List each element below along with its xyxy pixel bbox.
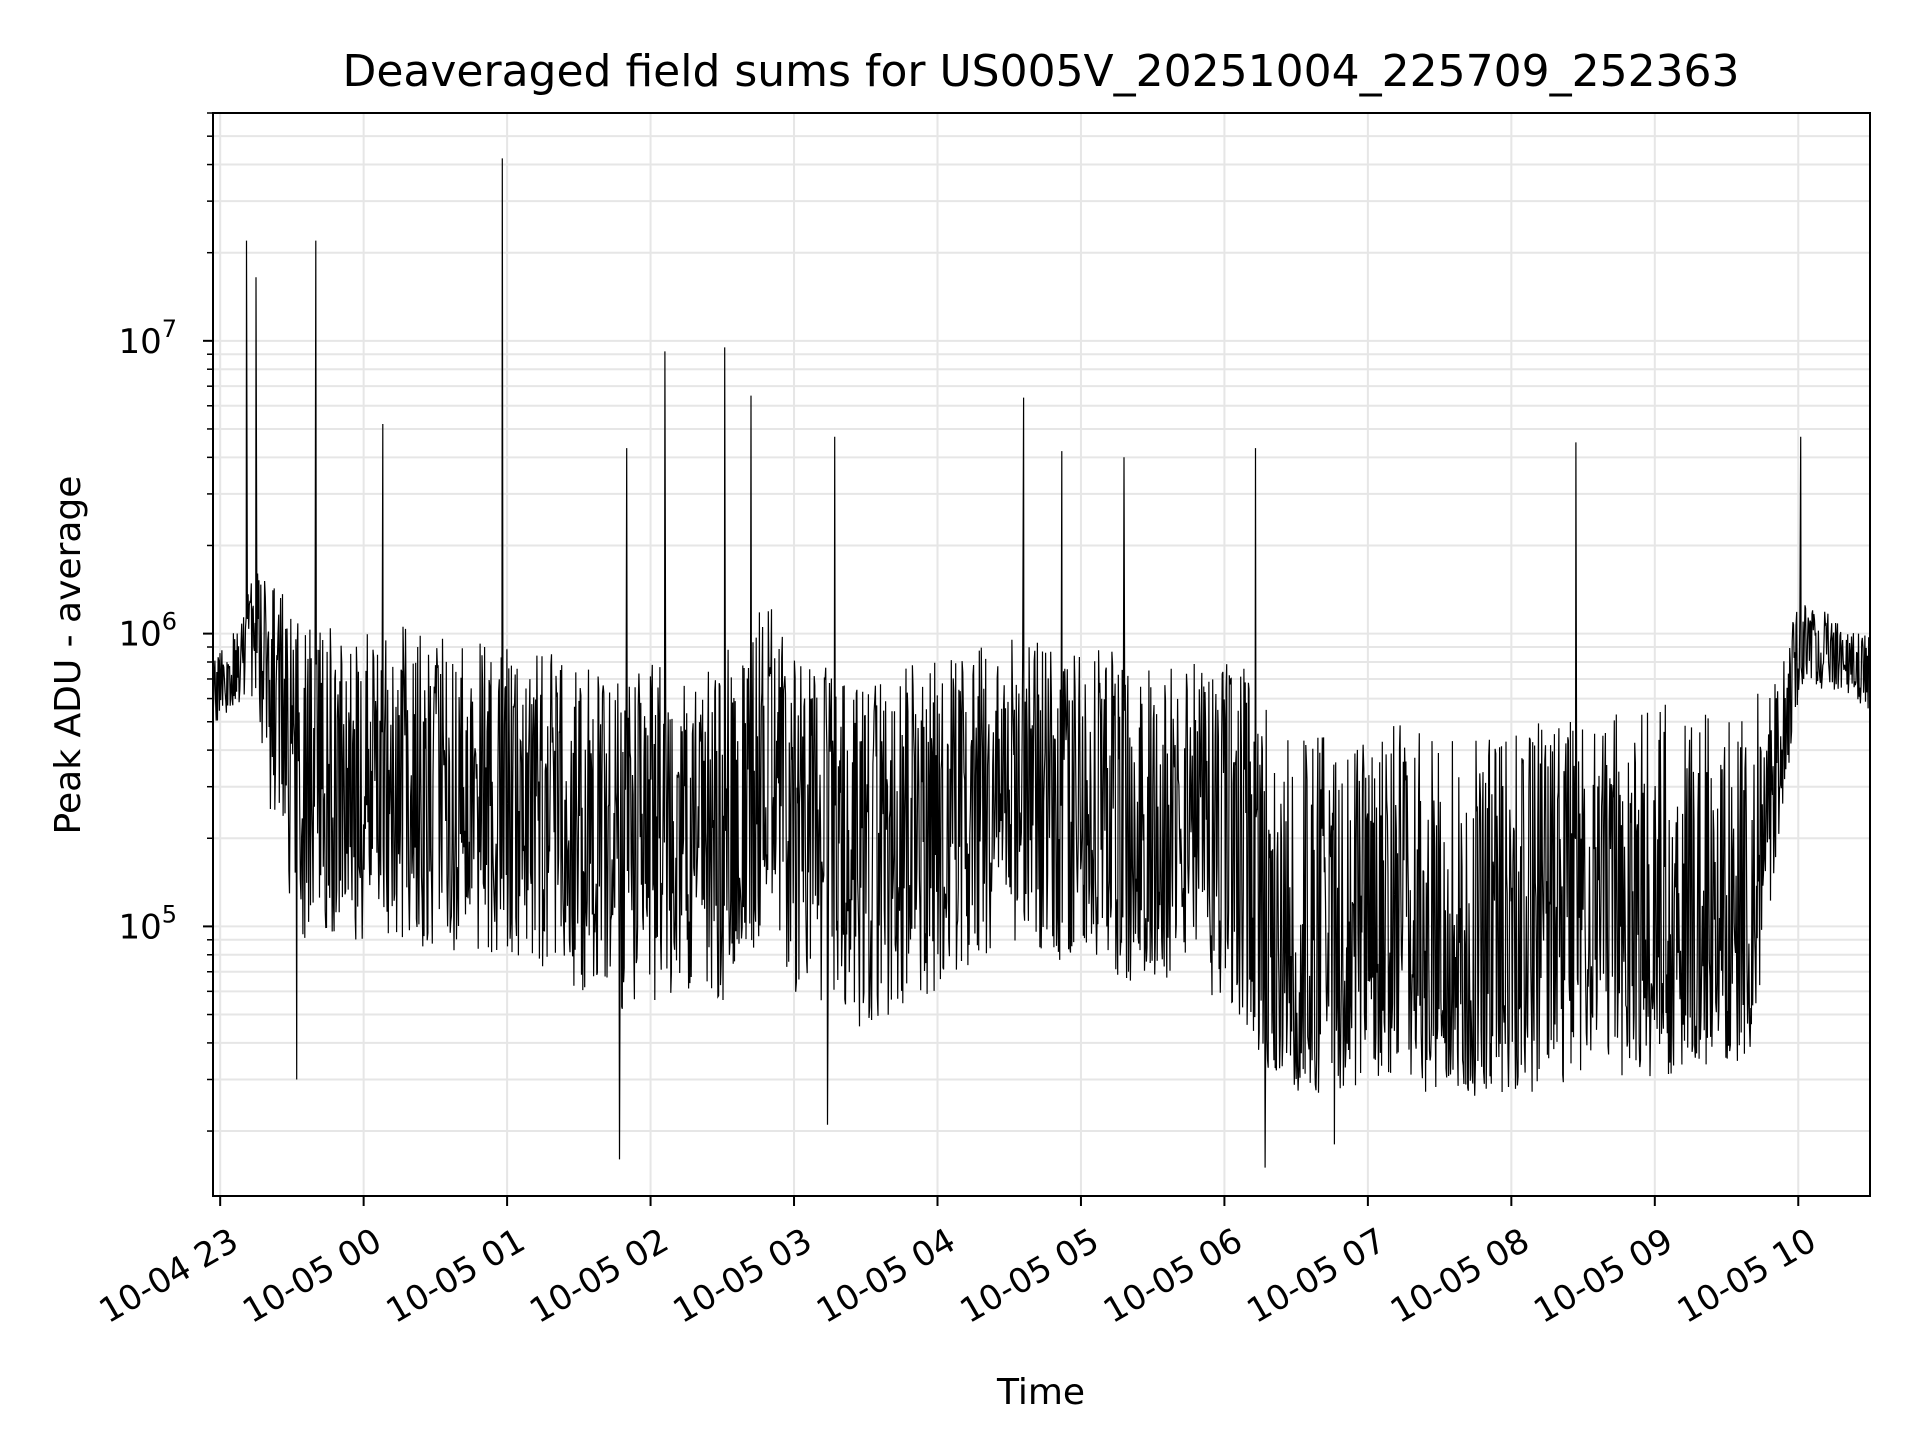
y-axis-label: Peak ADU - average	[48, 476, 89, 835]
y-tick-label: 106	[118, 608, 177, 655]
y-tick-label: 105	[118, 900, 177, 947]
series-line	[212, 158, 1871, 1168]
y-axis: 105 106 107	[118, 112, 213, 1132]
plot-frame	[212, 112, 1871, 1197]
chart-title: Deaveraged field sums for US005V_2025100…	[342, 46, 1739, 97]
plot-area	[212, 158, 1871, 1168]
y-tick-label: 107	[118, 315, 177, 362]
x-axis-label: Time	[996, 1372, 1085, 1413]
